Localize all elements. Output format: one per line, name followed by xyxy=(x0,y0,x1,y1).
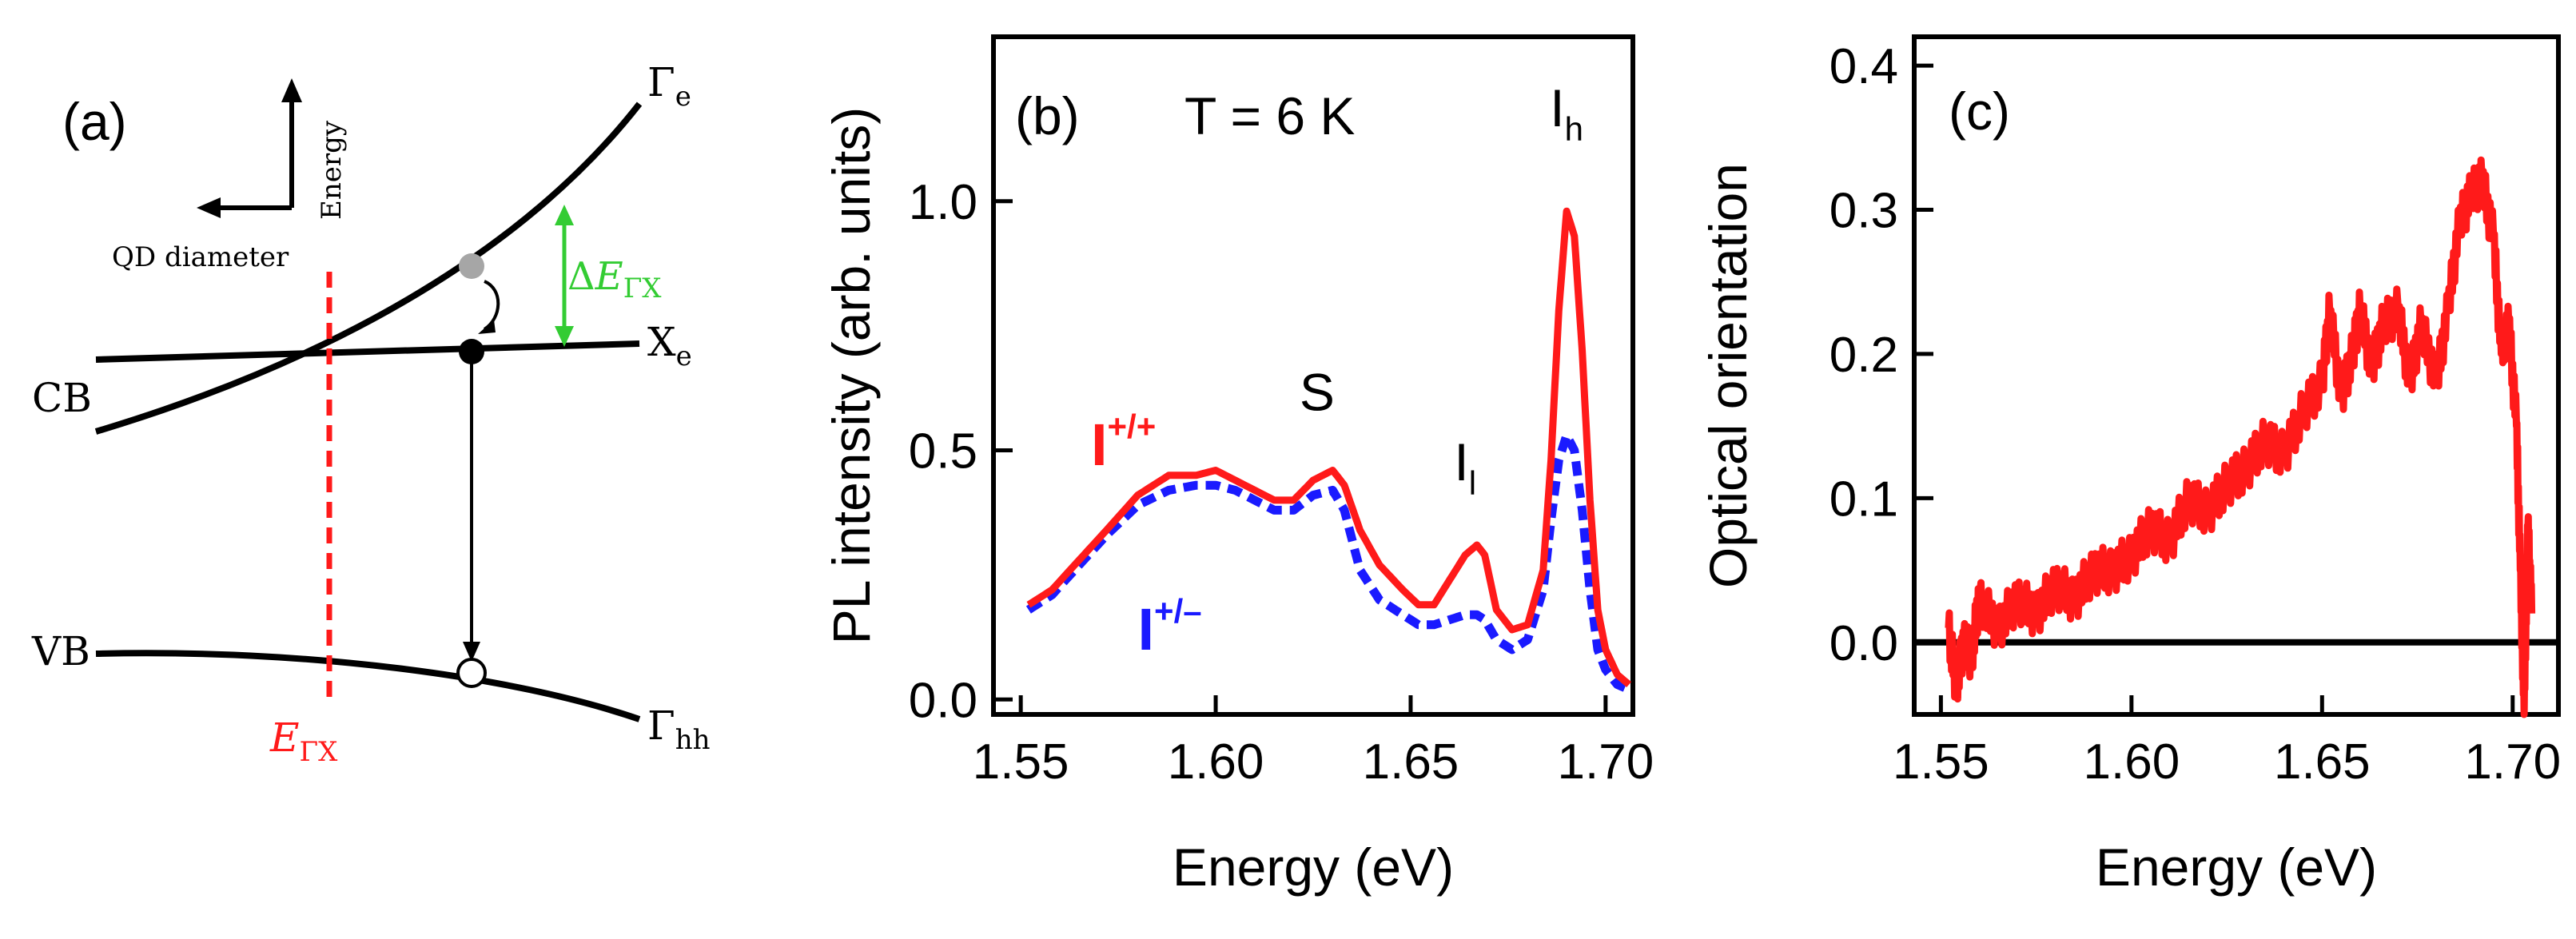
electron-lower-icon xyxy=(459,339,484,364)
energy-arrowhead-icon xyxy=(281,78,302,102)
panel-c-ytick-label: 0.0 xyxy=(1829,616,1898,671)
gamma-hh-curve xyxy=(95,650,641,722)
vb-label: VB xyxy=(31,628,90,674)
panel-b-series-i- xyxy=(1025,431,1632,694)
panel-b-ytick-label: 1.0 xyxy=(909,175,977,230)
panel-c-ytick-label: 0.3 xyxy=(1829,184,1898,239)
gamma-hh-label: Γhh xyxy=(647,702,711,756)
panel-c-frame xyxy=(1912,34,2561,717)
panel-c-xlabel: Energy (eV) xyxy=(2096,838,2377,897)
panel-b-series-i- xyxy=(1026,207,1632,687)
panel-b-ytick-label: 0.0 xyxy=(909,673,977,728)
panel-c-xtick-label: 1.65 xyxy=(2274,734,2371,790)
panel-b-ytick-label: 0.5 xyxy=(909,424,977,479)
panel-c-xtick-label: 1.55 xyxy=(1893,734,1989,790)
panel-c-xtick-label: 1.70 xyxy=(2464,734,2561,790)
energy-axis-label: Energy xyxy=(316,120,348,220)
panel-b-peak-label: Il xyxy=(1454,432,1476,502)
panel-b-xtick-label: 1.70 xyxy=(1558,734,1654,790)
panel-b-peak-label: S xyxy=(1300,363,1335,422)
panel-c-xtick-label: 1.60 xyxy=(2084,734,2180,790)
x-e-curve xyxy=(95,340,640,363)
panel-b-xlabel: Energy (eV) xyxy=(1173,838,1454,897)
panel-a-label: (a) xyxy=(62,92,127,151)
panel-c-label: (c) xyxy=(1949,82,2010,141)
panel-b-series-label: I+/– xyxy=(1137,592,1201,662)
delta-label: ΔEΓX xyxy=(567,254,662,304)
relaxation-arrow xyxy=(483,280,500,331)
panel-b-frame xyxy=(991,34,1635,717)
diameter-axis-label: QD diameter xyxy=(112,241,289,273)
panel-b-series-label: I+/+ xyxy=(1091,408,1156,478)
panel-b-peak-label: Ih xyxy=(1550,78,1583,148)
panel-b-xtick-label: 1.60 xyxy=(1168,734,1264,790)
x-e-label: Xe xyxy=(647,319,692,372)
diameter-arrowhead-icon xyxy=(197,197,221,218)
panel-c-ytick-label: 0.1 xyxy=(1829,471,1898,527)
gamma-e-curve xyxy=(94,101,643,435)
panel-b-chart: 1.55 1.60 1.65 1.70 0.0 0.5 1.0 (b) T = 6 K S… xyxy=(822,34,1654,897)
gamma-e-label: Γe xyxy=(647,59,691,113)
panel-c-series-optical-orientation xyxy=(1945,156,2536,718)
crossing-label: EΓX xyxy=(269,714,338,768)
hole-icon xyxy=(456,658,487,688)
recombination-arrowhead-icon xyxy=(463,642,480,662)
panel-b-ylabel: PL intensity (arb. units) xyxy=(822,107,881,645)
panel-b-xtick-label: 1.65 xyxy=(1363,734,1459,790)
panel-c-ytick-label: 0.2 xyxy=(1829,328,1898,383)
panel-b-label: (b) xyxy=(1015,86,1080,145)
panel-c-ylabel: Optical orientation xyxy=(1698,163,1758,588)
panel-b-xtick-label: 1.55 xyxy=(973,734,1069,790)
delta-arrowhead-up-icon xyxy=(555,205,574,225)
cb-label: CB xyxy=(32,375,92,421)
panel-a-diagram: (a) Energy QD diameter Γe Xe Γhh CB VB E… xyxy=(31,59,711,768)
delta-arrowhead-down-icon xyxy=(555,326,574,347)
panel-c-ytick-label: 0.4 xyxy=(1829,39,1898,94)
panel-c-chart: 1.55 1.60 1.65 1.70 0.0 0.1 0.2 0.3 0.4 (c) Ene… xyxy=(1698,34,2561,897)
temperature-label: T = 6 K xyxy=(1184,86,1355,145)
relaxation-arrowhead-icon xyxy=(478,320,496,334)
electron-upper-icon xyxy=(459,253,484,279)
